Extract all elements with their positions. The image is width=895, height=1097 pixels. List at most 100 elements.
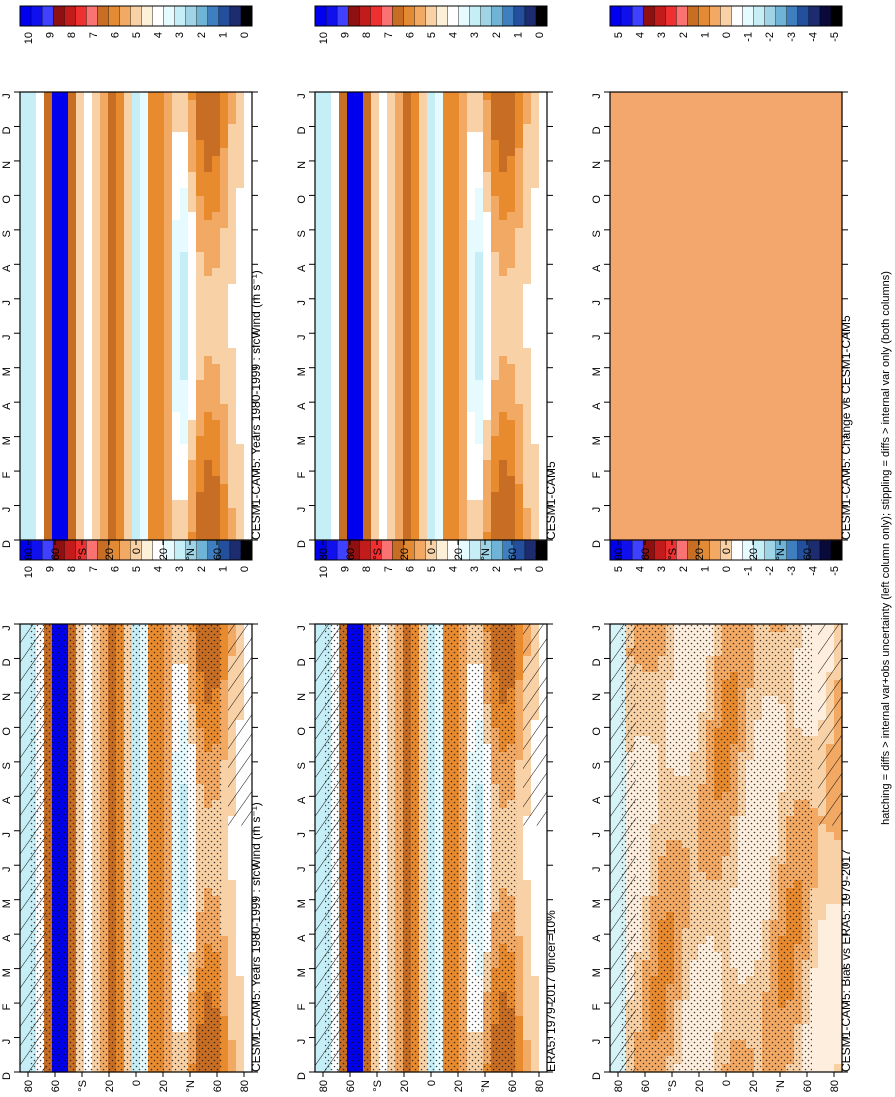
colorbar-label: 5	[426, 566, 438, 572]
colorbar-box	[480, 5, 493, 27]
y-tick-label: 20	[104, 548, 116, 560]
colorbar-box	[458, 5, 471, 27]
x-tick-label: J	[591, 300, 603, 306]
colorbar-box	[52, 5, 65, 27]
colorbar-box	[370, 5, 382, 27]
colorbar-box	[819, 5, 832, 27]
x-tick-label: A	[591, 934, 603, 942]
x-tick-label: N	[296, 161, 308, 169]
x-tick-label: J	[591, 866, 603, 872]
colorbar-box	[731, 539, 744, 561]
colorbar-frame	[19, 5, 253, 27]
colorbar-box	[709, 539, 721, 561]
x-tick-label: M	[591, 367, 603, 376]
colorbar-box	[152, 5, 165, 27]
y-tick-label: 20	[158, 1080, 170, 1092]
y-tick-label: 60	[802, 1080, 814, 1092]
colorbar-box	[786, 5, 799, 27]
x-tick-label: S	[591, 230, 603, 237]
x-tick-label: M	[296, 968, 308, 977]
colorbar-box	[709, 5, 721, 27]
x-tick-label: S	[1, 762, 13, 769]
colorbar-label: 1	[217, 566, 229, 572]
colorbar-label: 8	[66, 32, 78, 38]
colorbar-box	[620, 5, 633, 27]
x-tick-label: J	[1, 93, 13, 99]
y-tick-label: 20	[399, 548, 411, 560]
x-tick-label: D	[591, 126, 603, 134]
x-tick-label: N	[296, 693, 308, 701]
colorbar-box	[19, 5, 32, 27]
x-tick-label: F	[296, 1003, 308, 1010]
y-tick-label: 80	[318, 548, 330, 560]
colorbar-label: 3	[656, 566, 668, 572]
colorbar-label: 2	[678, 566, 690, 572]
colorbar-box	[392, 5, 404, 27]
heatmap-cells	[610, 92, 843, 541]
x-tick-label: J	[591, 1039, 603, 1045]
x-tick-label: A	[1, 402, 13, 410]
colorbar-box	[141, 539, 154, 561]
colorbar-label: 5	[613, 32, 625, 38]
y-tick-label: 80	[829, 1080, 841, 1092]
y-tick-label: 60	[50, 548, 62, 560]
x-tick-label: J	[1, 1039, 13, 1045]
x-tick-label: F	[591, 1003, 603, 1010]
colorbar-box	[108, 5, 120, 27]
y-tick-label: 60	[640, 1080, 652, 1092]
colorbar-box	[808, 5, 821, 27]
colorbar-label: 4	[635, 566, 647, 572]
y-tick-label: 0	[131, 1080, 143, 1086]
colorbar-label: 6	[404, 566, 416, 572]
x-tick-label: A	[1, 934, 13, 942]
colorbar-label: -3	[786, 32, 798, 42]
colorbar-box	[185, 5, 198, 27]
x-tick-label: J	[296, 334, 308, 340]
y-tick-label: 80	[613, 548, 625, 560]
colorbar-box	[336, 5, 349, 27]
colorbar-label: 0	[534, 566, 546, 572]
x-tick-label: M	[1, 436, 13, 445]
colorbar-box	[687, 5, 699, 27]
hatching	[20, 624, 46, 1072]
y-tick-label: 80	[239, 548, 251, 560]
x-tick-label: J	[591, 334, 603, 340]
y-tick-label: 60	[507, 1080, 519, 1092]
colorbar-box	[524, 5, 537, 27]
x-tick-label: J	[1, 300, 13, 306]
colorbar-label: 0	[239, 32, 251, 38]
y-tick-label: °S	[372, 548, 384, 560]
colorbar-box	[797, 5, 810, 27]
colorbar-box	[347, 5, 360, 27]
y-tick-label: 20	[748, 1080, 760, 1092]
colorbar-box	[436, 5, 449, 27]
colorbar-box	[196, 539, 209, 561]
panel-4: DJFMAMJJASONDJ8060°N20020°S6080CESM1-CAM…	[296, 5, 558, 560]
x-tick-label: F	[1, 471, 13, 478]
footer-note: hatching = diffs > internal var+obs unce…	[880, 271, 892, 825]
colorbar-label: 4	[448, 32, 460, 38]
x-tick-label: D	[1, 126, 13, 134]
colorbar-label: 8	[361, 566, 373, 572]
colorbar-box	[174, 5, 187, 27]
colorbar-label: 0	[239, 566, 251, 572]
y-tick-label: °S	[77, 1080, 89, 1092]
x-tick-label: O	[591, 727, 603, 736]
x-tick-label: D	[591, 540, 603, 548]
colorbar-box	[196, 5, 209, 27]
colorbar-box	[742, 5, 755, 27]
colorbar-box	[30, 5, 43, 27]
colorbar-label: 1	[699, 32, 711, 38]
x-tick-label: S	[591, 762, 603, 769]
colorbar-label: 9	[340, 566, 352, 572]
x-tick-label: O	[296, 727, 308, 736]
colorbar-box	[631, 5, 644, 27]
stippling	[325, 624, 517, 1072]
x-tick-label: J	[296, 832, 308, 838]
x-tick-label: A	[296, 934, 308, 942]
colorbar: 5 4 3 2 1 0 -1 -2 -3 -4 -5	[609, 539, 843, 576]
panel-title: CESM1-CAM5	[544, 461, 558, 540]
panel-title: CESM1-CAM5: Change vs CESM1-CAM5	[839, 315, 853, 540]
y-tick-label: °S	[667, 548, 679, 560]
x-tick-label: J	[296, 625, 308, 631]
